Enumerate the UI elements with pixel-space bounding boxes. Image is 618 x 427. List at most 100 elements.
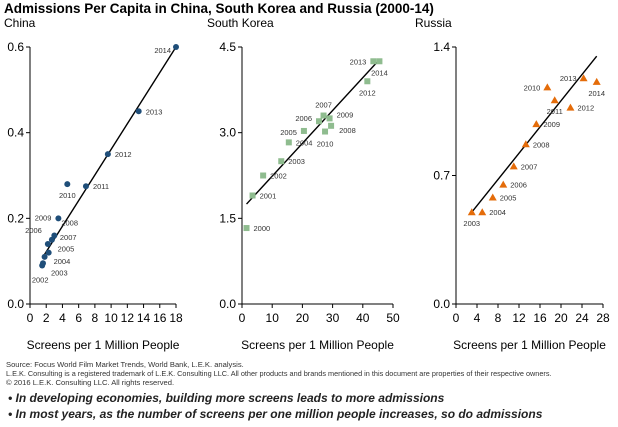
point-label: 2005 — [500, 194, 517, 203]
data-point — [316, 118, 323, 125]
x-tick-label: 8 — [92, 311, 99, 325]
data-point — [467, 208, 476, 216]
x-tick-label: 30 — [326, 311, 340, 325]
data-point — [300, 127, 307, 134]
x-tick-label: 14 — [137, 311, 151, 325]
y-tick-label: 1.5 — [219, 211, 236, 225]
point-label: 2013 — [350, 57, 367, 66]
y-tick-label: 3.0 — [219, 126, 236, 140]
data-point — [370, 58, 377, 65]
point-label: 2011 — [93, 182, 109, 191]
point-label: 2005 — [280, 128, 297, 137]
figure-title: Admissions Per Capita in China, South Ko… — [4, 1, 434, 16]
data-point — [322, 128, 329, 135]
x-tick-label: 16 — [153, 311, 167, 325]
trend-line — [471, 55, 598, 213]
point-label: 2008 — [533, 140, 550, 149]
point-label: 2003 — [288, 157, 305, 166]
panel-russia: Russia 0 4 8 12 16 20 24 28 0.0 0.7 1.4 Screens per … — [415, 16, 610, 352]
data-point — [543, 83, 552, 91]
point-label: 2002 — [32, 275, 49, 284]
data-point — [64, 181, 71, 188]
point-label: 2006 — [25, 226, 42, 235]
data-point — [260, 172, 267, 179]
data-point — [521, 140, 530, 148]
panel-south-korea: South Korea 0 10 20 30 40 50 0.0 1.5 3.0 4.5 Screen… — [207, 16, 400, 352]
data-point — [44, 241, 51, 248]
point-label: 2014 — [371, 68, 388, 77]
x-tick-label: 20 — [554, 311, 568, 325]
y-tick-label: 0.0 — [433, 297, 450, 311]
point-label: 2010 — [59, 191, 76, 200]
x-tick-label: 20 — [296, 311, 310, 325]
point-label: 2007 — [315, 101, 332, 110]
data-point — [566, 103, 575, 111]
data-point — [376, 58, 383, 65]
x-tick-label: 18 — [169, 311, 183, 325]
point-label: 2010 — [317, 140, 334, 149]
data-point — [51, 232, 58, 239]
x-axis-label: Screens per 1 Million People — [453, 338, 606, 352]
data-point — [285, 139, 292, 146]
x-tick-label: 0 — [27, 311, 34, 325]
y-tick-label: 0.7 — [433, 169, 450, 183]
data-point — [55, 215, 62, 222]
y-tick-label: 0.6 — [7, 40, 24, 54]
data-point — [328, 122, 335, 129]
data-point — [320, 112, 327, 119]
panel-title: China — [4, 16, 36, 30]
x-tick-label: 4 — [59, 311, 66, 325]
x-tick-label: 24 — [575, 311, 589, 325]
point-label: 2009 — [35, 213, 52, 222]
data-point — [326, 115, 333, 122]
point-label: 2011 — [547, 107, 563, 116]
data-point — [532, 120, 541, 128]
point-label: 2006 — [295, 114, 312, 123]
point-label: 2003 — [51, 268, 68, 277]
y-tick-label: 4.5 — [219, 40, 236, 54]
y-tick-label: 0.4 — [7, 126, 24, 140]
x-tick-label: 28 — [596, 311, 610, 325]
point-label: 2003 — [463, 219, 480, 228]
data-point — [39, 260, 46, 267]
data-point — [579, 74, 588, 82]
point-label: 2012 — [577, 104, 594, 113]
data-point — [104, 151, 111, 158]
panel-title: South Korea — [207, 16, 274, 30]
data-point — [41, 253, 48, 260]
point-label: 2000 — [254, 224, 271, 233]
x-axis-label: Screens per 1 Million People — [241, 338, 394, 352]
y-tick-label: 0.0 — [7, 297, 24, 311]
data-point — [278, 158, 285, 165]
data-point — [135, 108, 142, 115]
x-tick-label: 0 — [453, 311, 460, 325]
data-point — [82, 183, 89, 190]
point-label: 2001 — [260, 191, 277, 200]
point-label: 2005 — [58, 245, 75, 254]
point-label: 2013 — [146, 107, 163, 116]
point-label: 2009 — [337, 110, 354, 119]
point-label: 2010 — [524, 83, 541, 92]
trademark-note: L.E.K. Consulting is a registered tradem… — [6, 369, 552, 378]
x-tick-label: 10 — [266, 311, 280, 325]
x-tick-label: 2 — [43, 311, 50, 325]
source-note: Source: Focus World Film Market Trends, … — [6, 360, 244, 369]
data-point — [499, 180, 508, 188]
y-tick-label: 0.2 — [7, 211, 24, 225]
data-point — [364, 78, 371, 85]
data-point — [249, 192, 256, 199]
data-point — [243, 225, 250, 232]
data-point — [478, 208, 487, 216]
x-tick-label: 50 — [386, 311, 400, 325]
point-label: 2004 — [54, 257, 71, 266]
x-tick-label: 0 — [239, 311, 246, 325]
x-tick-label: 6 — [75, 311, 82, 325]
x-tick-label: 4 — [474, 311, 481, 325]
copyright-note: © 2016 L.E.K. Consulting LLC. All rights… — [6, 378, 175, 387]
trend-line — [246, 60, 379, 205]
point-label: 2002 — [270, 172, 287, 181]
point-label: 2012 — [115, 150, 132, 159]
data-point — [488, 193, 497, 201]
